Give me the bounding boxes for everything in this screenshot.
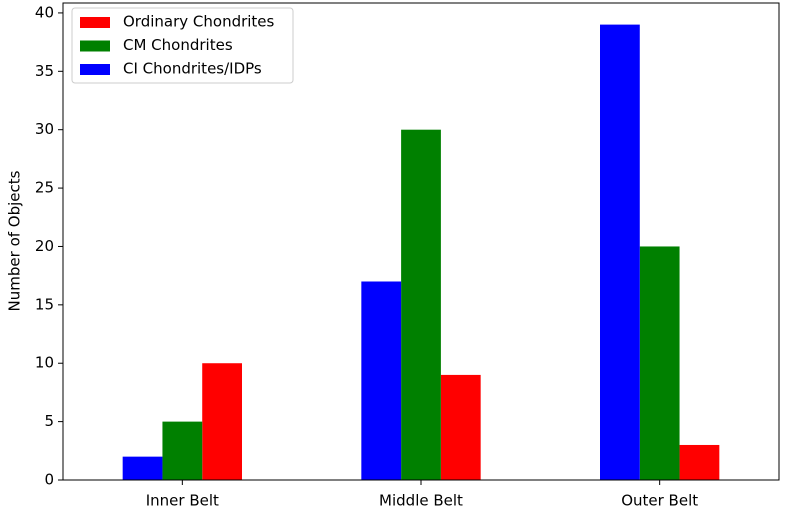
y-tick-label: 35 xyxy=(35,62,54,80)
bar xyxy=(202,363,242,480)
y-axis-label: Number of Objects xyxy=(6,170,24,311)
bar xyxy=(162,421,203,480)
x-tick-label: Outer Belt xyxy=(621,492,698,510)
plot-frame xyxy=(62,2,780,481)
bar xyxy=(639,246,680,480)
legend-box xyxy=(71,7,294,84)
x-tick-label: Inner Belt xyxy=(146,492,219,510)
legend-label: Ordinary Chondrites xyxy=(123,13,275,31)
y-tick-label: 5 xyxy=(44,412,54,430)
bar xyxy=(440,374,481,480)
y-tick-label: 30 xyxy=(35,120,54,138)
legend-swatch xyxy=(80,40,110,52)
y-tick-label: 25 xyxy=(35,179,54,197)
x-tick-label: Middle Belt xyxy=(379,492,463,510)
y-tick-label: 40 xyxy=(35,3,54,21)
y-tick-label: 20 xyxy=(35,237,54,255)
legend-label: CM Chondrites xyxy=(123,36,233,54)
bar xyxy=(122,456,163,480)
bar xyxy=(361,281,402,480)
y-tick-label: 0 xyxy=(44,471,54,489)
y-tick-label: 15 xyxy=(35,295,54,313)
legend-swatch xyxy=(80,64,110,75)
bar xyxy=(401,129,441,480)
legend-label: CI Chondrites/IDPs xyxy=(123,60,262,78)
bar xyxy=(600,24,640,480)
bar xyxy=(679,444,720,480)
legend-swatch xyxy=(80,17,110,28)
y-tick-label: 10 xyxy=(35,354,54,372)
